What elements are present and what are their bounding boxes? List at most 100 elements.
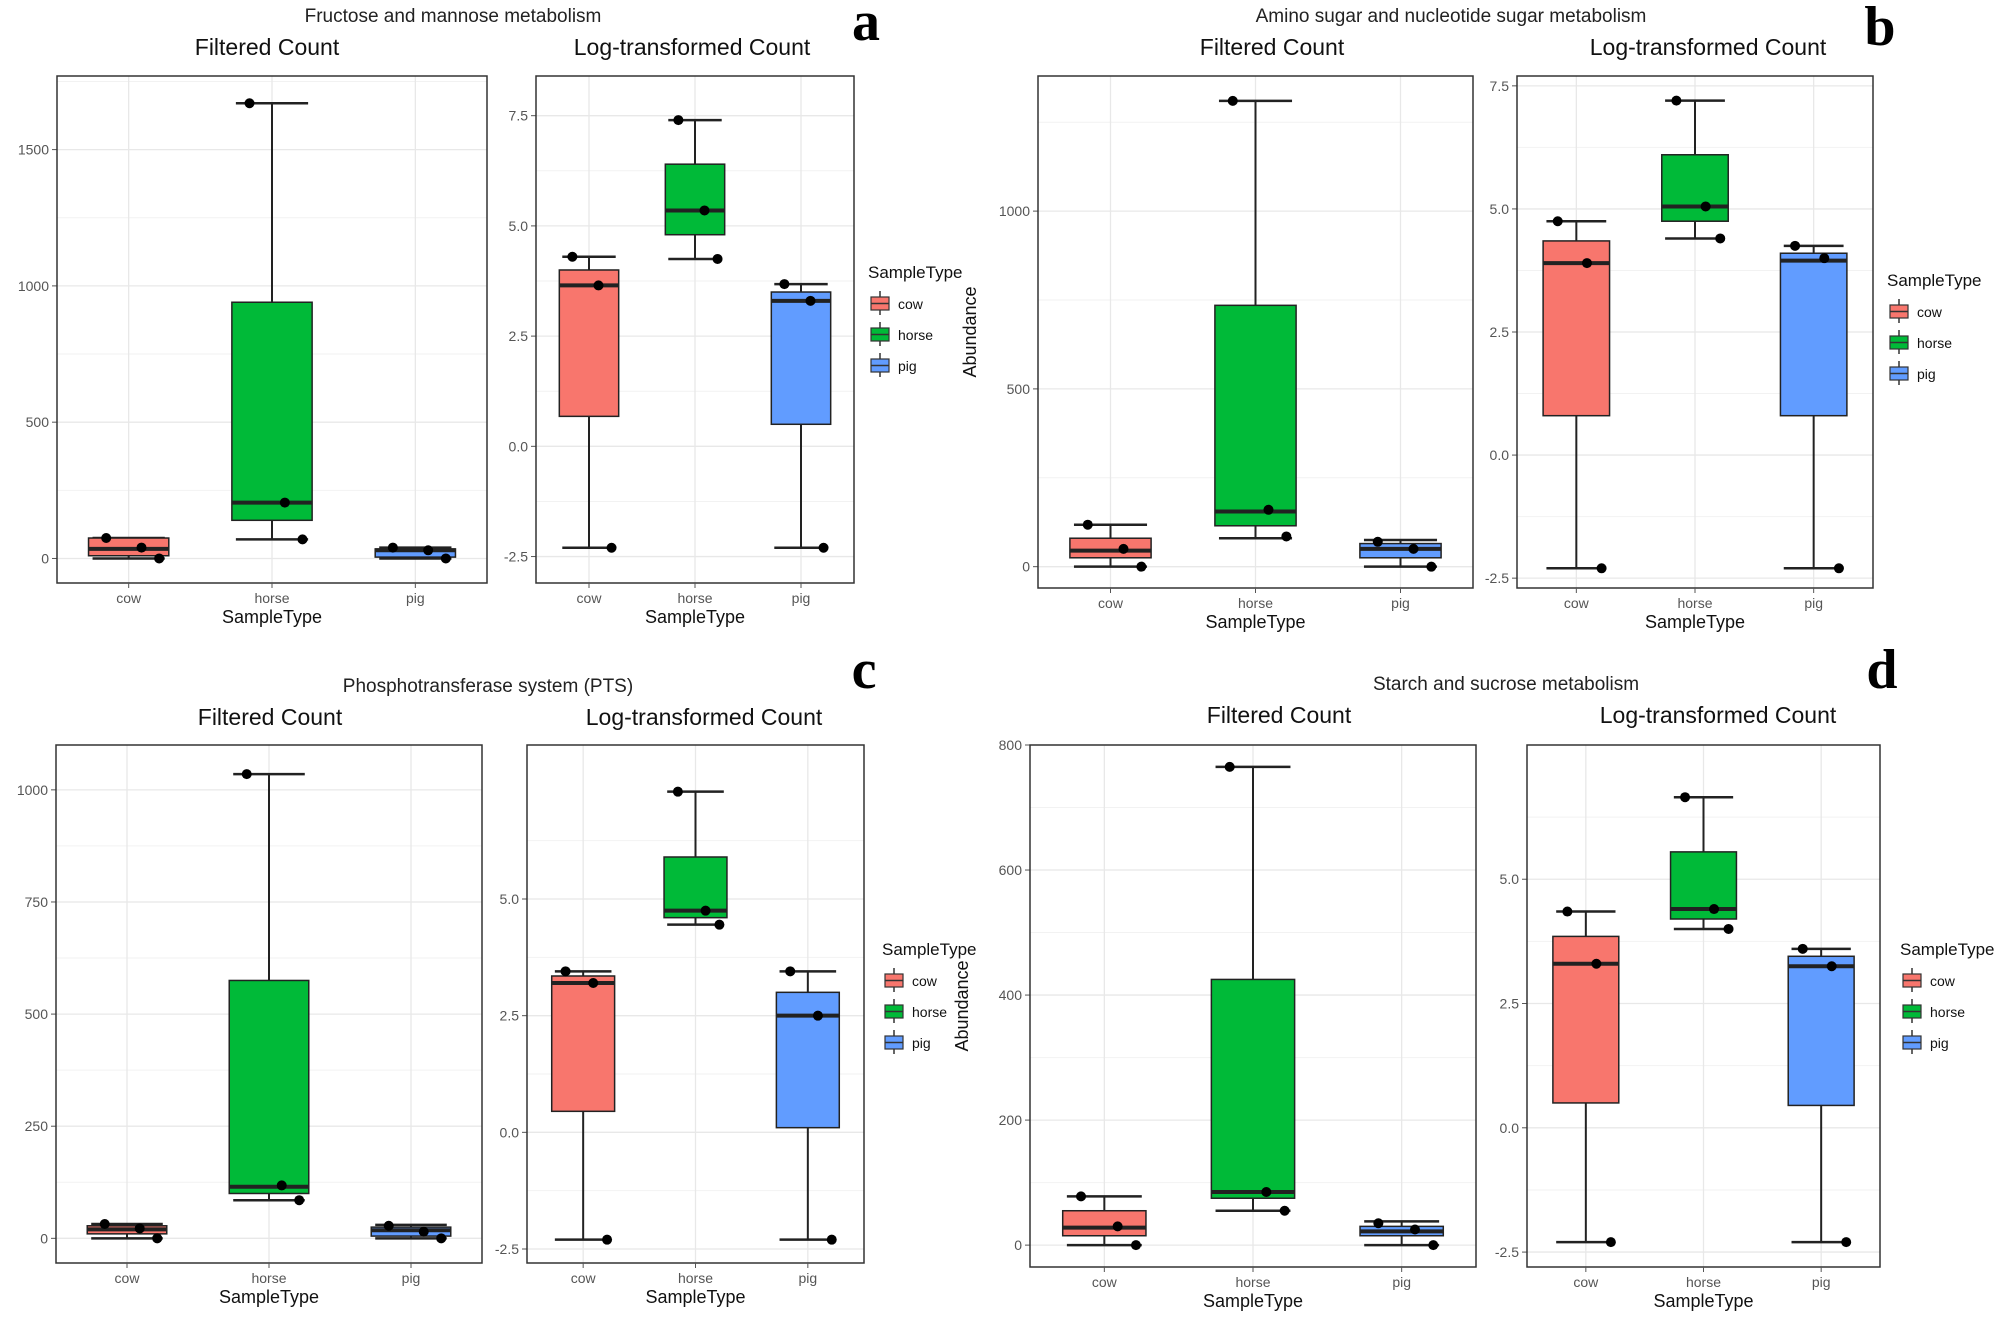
data-point [1224,761,1235,772]
box-pig [775,966,841,1245]
subplot-title: Log-transformed Count [574,34,811,60]
y-tick-label: 250 [25,1118,49,1134]
box-cow [558,251,620,553]
box-horse [1669,792,1738,934]
x-tick-label: pig [1812,1274,1831,1290]
box-iqr [1210,978,1296,1199]
data-point [567,251,578,262]
y-tick-label: 7.5 [1490,78,1510,94]
subplot-title: Filtered Count [1200,34,1345,60]
subplot-filtered: Filtered Count 0 250 500 750 1000 cow horse pig S… [17,704,483,1307]
subplot-filtered: Filtered Count 0 200 400 600 800 cow horse pig Sa… [952,702,1477,1311]
y-tick-label: 500 [26,414,50,430]
y-tick-label: 2.5 [500,1008,520,1024]
legend-title: SampleType [1887,271,1982,290]
data-point [818,542,829,553]
data-point [1373,1218,1384,1229]
data-point [1428,1240,1439,1251]
data-point [1596,563,1607,574]
x-tick-label: horse [254,590,289,606]
legend-label-cow: cow [1917,304,1943,320]
data-point [101,533,112,544]
x-axis-title: SampleType [1645,612,1745,632]
y-tick-label: 5.0 [1500,871,1520,887]
box-iqr [87,537,170,557]
data-point [805,295,816,306]
data-point [387,542,398,553]
x-tick-label: horse [1235,1274,1270,1290]
data-point [1136,561,1147,572]
box-iqr [558,269,620,418]
data-point [1826,961,1837,972]
box-horse [1214,95,1297,542]
box-iqr [1779,252,1848,417]
legend-label-cow: cow [1930,973,1956,989]
x-tick-label: horse [1686,1274,1721,1290]
x-axis-title: SampleType [1653,1291,1753,1311]
data-point [1408,543,1419,554]
x-axis-title: SampleType [1203,1291,1303,1311]
y-tick-label: 0 [41,550,49,566]
x-tick-label: cow [1092,1274,1118,1290]
data-point [1671,95,1682,106]
data-point [779,279,790,290]
data-point [1700,201,1711,212]
data-point [700,905,711,916]
legend-label-pig: pig [898,358,917,374]
y-tick-label: -2.5 [504,549,528,565]
box-iqr [663,856,728,919]
data-point [423,545,434,556]
subplot-filtered: Filtered Count 0 500 1000 1500 cow horse pig Sam… [18,34,488,627]
y-tick-label: 500 [25,1006,49,1022]
box-iqr [1069,537,1152,559]
data-point [606,542,617,553]
x-tick-label: cow [1564,595,1590,611]
x-tick-label: pig [1804,595,1823,611]
legend: SampleType cow horse pig [882,940,977,1054]
x-tick-label: horse [1238,595,1273,611]
data-point [1833,563,1844,574]
legend-label-cow: cow [912,973,938,989]
x-tick-label: pig [402,1270,421,1286]
y-tick-label: 1000 [17,782,48,798]
x-tick-label: cow [115,1270,141,1286]
legend-title: SampleType [868,263,963,282]
panel-c: Phosphotransferase system (PTS) c Filtered… [17,639,977,1307]
data-point [826,1234,837,1245]
subplot-log: Log-transformed Count -2.5 0.0 2.5 5.0 7.5 cow… [1485,34,1874,632]
y-axis-title: Abundance [952,960,972,1051]
data-point [1118,543,1129,554]
box-iqr [228,979,310,1195]
subplot-title: Log-transformed Count [1590,34,1827,60]
box-horse [1661,95,1729,244]
subplot-title: Log-transformed Count [586,704,823,730]
x-tick-label: cow [571,1270,597,1286]
y-tick-label: 0.0 [500,1124,520,1140]
data-point [1581,258,1592,269]
panel-letter: c [852,639,877,701]
data-point [1082,519,1093,530]
data-point [1605,1237,1616,1248]
data-point [673,115,684,126]
y-tick-label: 0 [1022,559,1030,575]
data-point [1130,1240,1141,1251]
y-tick-label: 2.5 [509,328,529,344]
data-point [99,1218,110,1229]
x-tick-label: pig [1392,1274,1411,1290]
data-point [714,919,725,930]
x-tick-label: horse [1677,595,1712,611]
y-tick-label: 0.0 [1490,447,1510,463]
box-horse [231,98,313,545]
panel-letter: b [1864,0,1895,58]
box-cow [550,966,616,1245]
data-point [1552,216,1563,227]
legend: SampleType cow horse pig [1887,271,1982,385]
y-tick-label: 2.5 [1490,324,1510,340]
box-iqr [1214,304,1297,527]
y-tick-label: 2.5 [1500,996,1520,1012]
box-pig [1779,240,1848,574]
y-tick-label: 1000 [18,278,49,294]
x-tick-label: cow [1098,595,1124,611]
box-horse [1210,761,1296,1216]
legend-label-horse: horse [1930,1004,1965,1020]
